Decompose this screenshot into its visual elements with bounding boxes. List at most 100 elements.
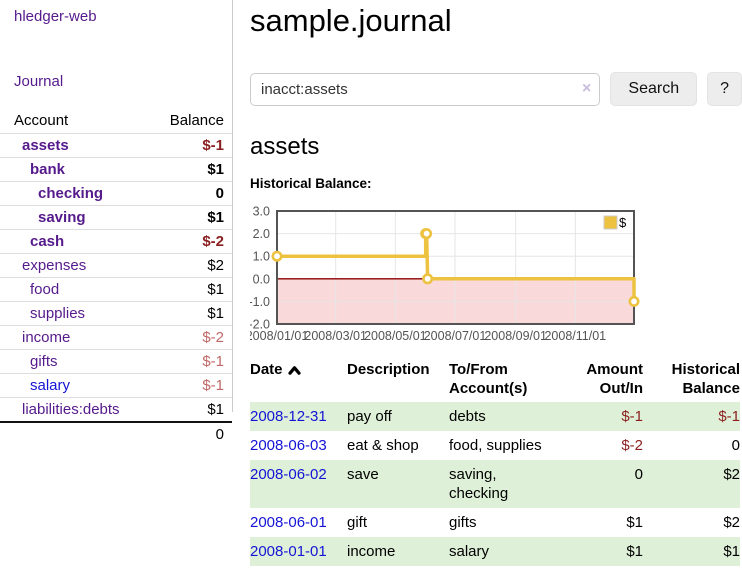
sidebar-account-link[interactable]: expenses bbox=[22, 257, 87, 274]
svg-text:2.0: 2.0 bbox=[253, 227, 270, 241]
account-balance: $1 bbox=[152, 157, 232, 182]
accounts-table: Account Balance assets $-1 bank $1 checking 0… bbox=[0, 109, 232, 446]
sidebar: hledger-web Journal Account Balance asse… bbox=[0, 0, 233, 446]
main-content: sample.journal × Search ? assets Histori… bbox=[233, 0, 742, 566]
svg-text:1.0: 1.0 bbox=[253, 250, 270, 264]
sidebar-account-link[interactable]: cash bbox=[30, 233, 65, 250]
account-balance: $-1 bbox=[152, 373, 232, 398]
account-row: expenses $2 bbox=[0, 253, 232, 278]
app-brand-link[interactable]: hledger-web bbox=[14, 8, 97, 25]
transaction-balance: $1 bbox=[723, 543, 740, 560]
transaction-date-link[interactable]: 2008-06-02 bbox=[250, 466, 327, 483]
svg-text:-1.0: -1.0 bbox=[250, 295, 270, 309]
transaction-accounts: salary bbox=[449, 543, 490, 560]
account-row: cash $-2 bbox=[0, 229, 232, 254]
search-input-wrap: × bbox=[250, 72, 601, 106]
transaction-description: gift bbox=[347, 514, 368, 531]
help-button[interactable]: ? bbox=[707, 72, 742, 106]
register-row: 2008-06-01 gift gifts $1 $2 bbox=[250, 508, 740, 537]
account-balance: $-2 bbox=[152, 325, 232, 350]
svg-text:2008/01/01: 2008/01/01 bbox=[250, 329, 308, 343]
sidebar-account-link[interactable]: supplies bbox=[30, 305, 86, 322]
transaction-balance: 0 bbox=[731, 437, 740, 454]
column-header-balance: Historical Balance bbox=[671, 361, 740, 397]
account-row: bank $1 bbox=[0, 157, 232, 182]
transaction-description: save bbox=[347, 466, 379, 483]
sidebar-account-link[interactable]: checking bbox=[38, 185, 104, 202]
balance-column-header: Balance bbox=[169, 112, 224, 129]
transaction-amount: $1 bbox=[626, 543, 643, 560]
account-heading: assets bbox=[250, 133, 320, 160]
account-balance: $1 bbox=[152, 397, 232, 422]
account-row: salary $-1 bbox=[0, 373, 232, 398]
register-row: 2008-06-02 save saving, checking 0 $2 bbox=[250, 460, 740, 508]
column-header-date[interactable]: Date bbox=[250, 358, 347, 402]
sidebar-item-journal[interactable]: Journal bbox=[14, 73, 64, 90]
register-table: Date Description To/From Account(s) Amou… bbox=[250, 358, 740, 566]
sidebar-account-link[interactable]: saving bbox=[38, 209, 86, 226]
accounts-total-row: 0 bbox=[0, 421, 232, 446]
transaction-date-link[interactable]: 2008-01-01 bbox=[250, 543, 327, 560]
account-balance: $1 bbox=[152, 205, 232, 230]
register-header-row: Date Description To/From Account(s) Amou… bbox=[250, 358, 740, 402]
column-header-accounts: To/From Account(s) bbox=[449, 361, 528, 397]
transaction-amount: $1 bbox=[626, 514, 643, 531]
svg-text:-2.0: -2.0 bbox=[250, 318, 270, 332]
page-title: sample.journal bbox=[250, 3, 452, 38]
svg-text:2008/07/01: 2008/07/01 bbox=[424, 329, 487, 343]
sort-ascending-icon bbox=[287, 366, 301, 375]
search-button[interactable]: Search bbox=[610, 72, 698, 106]
historical-balance-chart: 3.0 2.0 1.0 0.0 -1.0 -2.0 2008/01/01 2008/03/01… bbox=[250, 203, 742, 353]
transaction-amount: 0 bbox=[634, 466, 643, 483]
svg-text:2008/09/01: 2008/09/01 bbox=[484, 329, 547, 343]
transaction-balance: $2 bbox=[723, 466, 740, 483]
svg-text:3.0: 3.0 bbox=[253, 205, 270, 219]
svg-text:2008/05/01: 2008/05/01 bbox=[364, 329, 427, 343]
accounts-total-value: 0 bbox=[152, 421, 232, 446]
transaction-date-link[interactable]: 2008-12-31 bbox=[250, 408, 327, 425]
transaction-accounts: gifts bbox=[449, 514, 477, 531]
register-row: 2008-01-01 income salary $1 $1 bbox=[250, 537, 740, 566]
account-row: checking 0 bbox=[0, 181, 232, 206]
transaction-date-link[interactable]: 2008-06-01 bbox=[250, 514, 327, 531]
register-row: 2008-06-03 eat & shop food, supplies $-2 0 bbox=[250, 431, 740, 460]
account-row: gifts $-1 bbox=[0, 349, 232, 374]
svg-text:$: $ bbox=[619, 215, 627, 230]
transaction-balance: $-1 bbox=[718, 408, 740, 425]
account-row: income $-2 bbox=[0, 325, 232, 350]
column-header-description: Description bbox=[347, 361, 430, 378]
transaction-description: eat & shop bbox=[347, 437, 419, 454]
account-balance: $1 bbox=[152, 277, 232, 302]
sidebar-account-link[interactable]: liabilities:debts bbox=[22, 401, 120, 418]
sidebar-account-link[interactable]: income bbox=[22, 329, 71, 346]
account-balance: $1 bbox=[152, 301, 232, 326]
sidebar-account-link[interactable]: assets bbox=[22, 137, 69, 154]
sidebar-account-link[interactable]: salary bbox=[30, 377, 71, 394]
search-form: × Search ? bbox=[250, 72, 742, 106]
search-input[interactable] bbox=[250, 72, 601, 106]
account-balance: $-2 bbox=[152, 229, 232, 254]
transaction-accounts: debts bbox=[449, 408, 486, 425]
account-balance: $-1 bbox=[152, 349, 232, 374]
account-balance: $-1 bbox=[152, 133, 232, 158]
transaction-balance: $2 bbox=[723, 514, 740, 531]
chart-title: Historical Balance: bbox=[250, 176, 372, 191]
sidebar-account-link[interactable]: bank bbox=[30, 161, 66, 178]
transaction-amount: $-1 bbox=[621, 408, 643, 425]
sidebar-account-link[interactable]: gifts bbox=[30, 353, 58, 370]
register-row: 2008-12-31 pay off debts $-1 $-1 bbox=[250, 402, 740, 431]
account-row: liabilities:debts $1 bbox=[0, 397, 232, 422]
svg-text:2008/03/01: 2008/03/01 bbox=[304, 329, 367, 343]
transaction-date-link[interactable]: 2008-06-03 bbox=[250, 437, 327, 454]
transaction-description: pay off bbox=[347, 408, 392, 425]
account-row: saving $1 bbox=[0, 205, 232, 230]
sidebar-account-link[interactable]: food bbox=[30, 281, 60, 298]
transaction-amount: $-2 bbox=[621, 437, 643, 454]
clear-search-icon[interactable]: × bbox=[582, 79, 592, 97]
account-balance: $2 bbox=[152, 253, 232, 278]
accounts-column-header: Account bbox=[14, 112, 69, 129]
transaction-accounts: food, supplies bbox=[449, 437, 542, 454]
svg-text:0.0: 0.0 bbox=[253, 272, 270, 286]
account-row: food $1 bbox=[0, 277, 232, 302]
account-row: supplies $1 bbox=[0, 301, 232, 326]
